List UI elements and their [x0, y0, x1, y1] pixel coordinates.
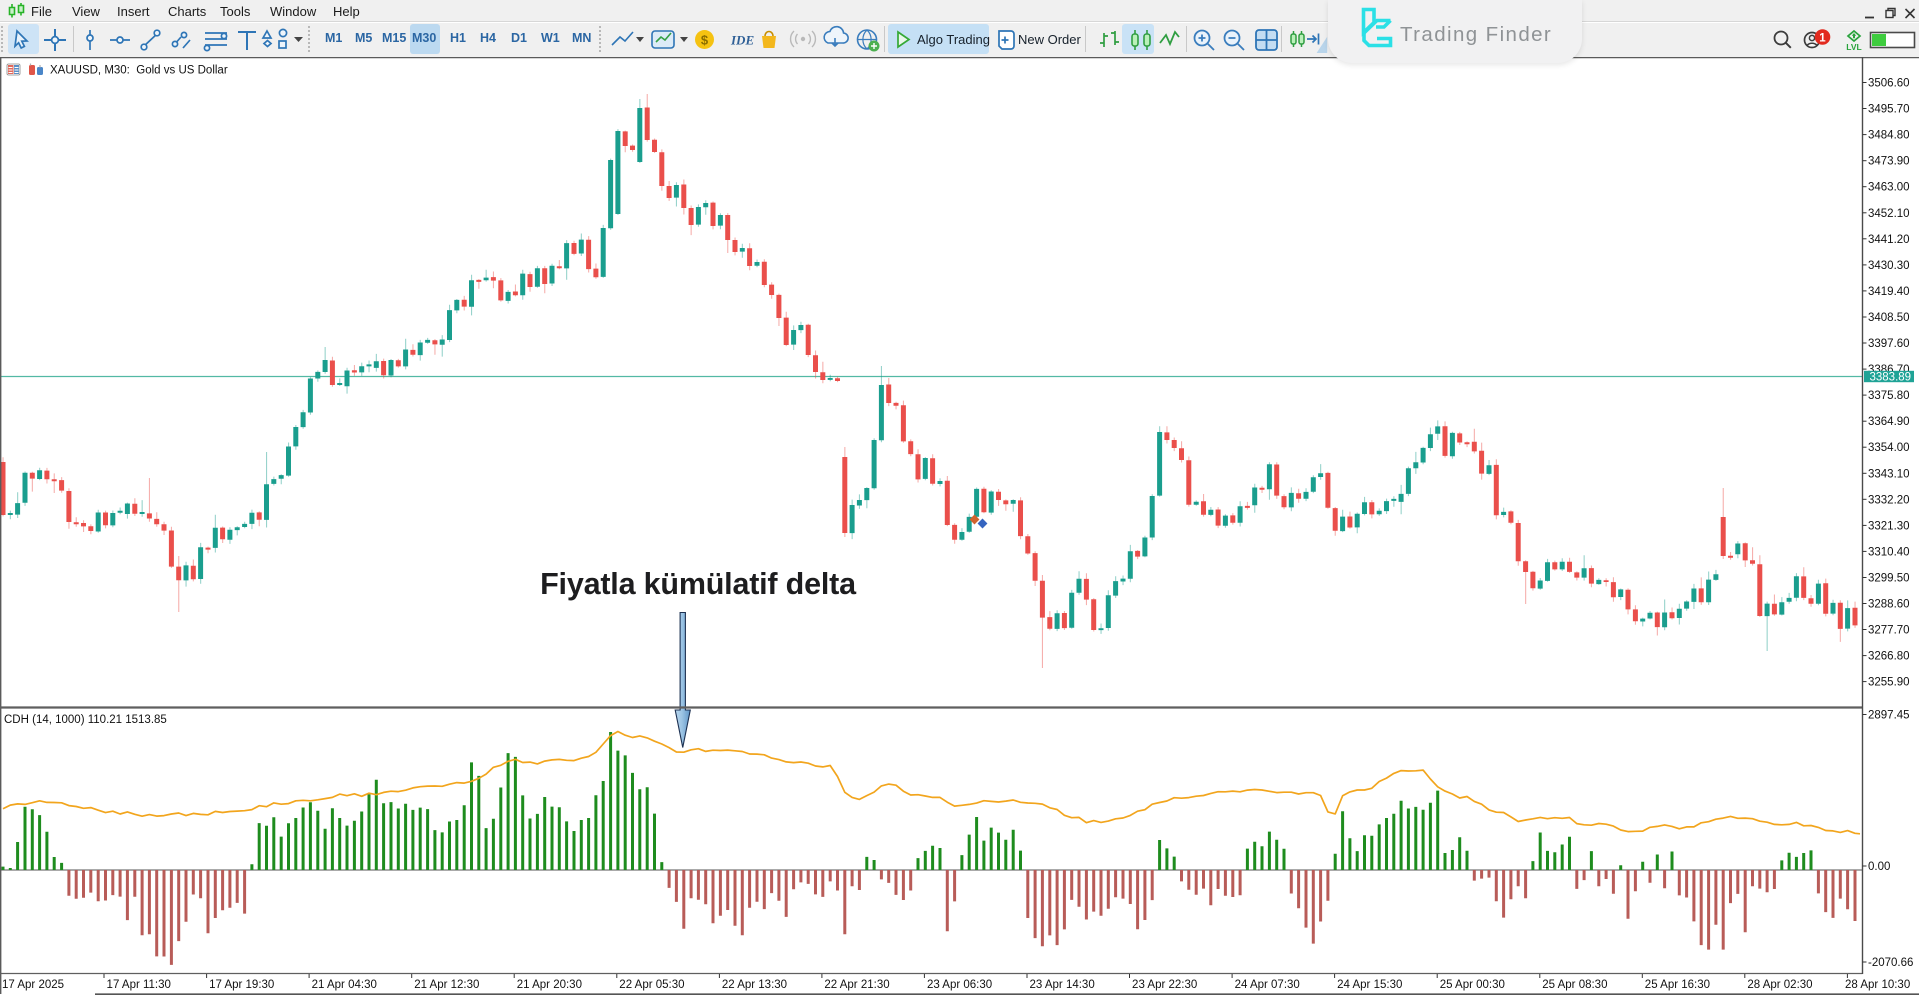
svg-text:22 Apr 13:30: 22 Apr 13:30	[722, 979, 787, 991]
svg-text:1: 1	[1819, 32, 1826, 44]
svg-text:3277.70: 3277.70	[1868, 625, 1910, 637]
svg-text:3364.90: 3364.90	[1868, 416, 1910, 428]
svg-text:3332.20: 3332.20	[1868, 494, 1910, 506]
svg-text:3473.90: 3473.90	[1868, 156, 1910, 168]
svg-text:24 Apr 15:30: 24 Apr 15:30	[1337, 979, 1402, 991]
svg-text:25 Apr 08:30: 25 Apr 08:30	[1542, 979, 1607, 991]
svg-text:3299.50: 3299.50	[1868, 573, 1910, 585]
svg-text:24 Apr 07:30: 24 Apr 07:30	[1235, 979, 1300, 991]
svg-text:3430.30: 3430.30	[1868, 260, 1910, 272]
svg-text:3397.60: 3397.60	[1868, 338, 1910, 350]
svg-text:17 Apr 11:30: 17 Apr 11:30	[107, 979, 171, 991]
svg-text:25 Apr 16:30: 25 Apr 16:30	[1645, 979, 1710, 991]
svg-text:3343.10: 3343.10	[1868, 468, 1910, 480]
svg-text:3266.80: 3266.80	[1868, 651, 1910, 663]
svg-text:23 Apr 22:30: 23 Apr 22:30	[1132, 979, 1197, 991]
svg-text:3383.89: 3383.89	[1870, 372, 1912, 384]
svg-text:2897.45: 2897.45	[1868, 710, 1910, 722]
svg-text:IDE: IDE	[730, 33, 754, 48]
svg-text:3441.20: 3441.20	[1868, 234, 1910, 246]
svg-text:3408.50: 3408.50	[1868, 312, 1910, 324]
svg-text:Fiyatla kümülatif delta: Fiyatla kümülatif delta	[540, 567, 857, 601]
svg-text:3375.80: 3375.80	[1868, 390, 1910, 402]
svg-text:3463.00: 3463.00	[1868, 182, 1910, 194]
svg-text:3495.70: 3495.70	[1868, 104, 1910, 116]
svg-text:23 Apr 06:30: 23 Apr 06:30	[927, 979, 992, 991]
svg-text:3255.90: 3255.90	[1868, 677, 1910, 689]
svg-text:25 Apr 00:30: 25 Apr 00:30	[1440, 979, 1505, 991]
svg-text:XAUUSD, M30: Gold vs US Dolla: XAUUSD, M30: Gold vs US Dollar	[50, 65, 228, 77]
svg-text:23 Apr 14:30: 23 Apr 14:30	[1030, 979, 1095, 991]
svg-text:$: $	[701, 33, 709, 48]
svg-text:-2070.66: -2070.66	[1868, 957, 1913, 969]
svg-text:17 Apr 2025: 17 Apr 2025	[2, 979, 64, 991]
svg-text:3354.00: 3354.00	[1868, 442, 1910, 454]
svg-text:LVL: LVL	[1846, 42, 1861, 52]
svg-text:28 Apr 10:30: 28 Apr 10:30	[1845, 979, 1910, 991]
svg-text:21 Apr 12:30: 21 Apr 12:30	[414, 979, 479, 991]
svg-text:0.00: 0.00	[1868, 861, 1890, 873]
svg-text:3452.10: 3452.10	[1868, 208, 1910, 220]
svg-text:22 Apr 21:30: 22 Apr 21:30	[824, 979, 889, 991]
svg-text:CDH (14, 1000) 110.21 1513.85: CDH (14, 1000) 110.21 1513.85	[4, 714, 167, 726]
svg-text:3288.60: 3288.60	[1868, 599, 1910, 611]
svg-text:22 Apr 05:30: 22 Apr 05:30	[619, 979, 684, 991]
svg-text:3310.40: 3310.40	[1868, 546, 1910, 558]
svg-text:3506.60: 3506.60	[1868, 78, 1910, 90]
svg-text:28 Apr 02:30: 28 Apr 02:30	[1747, 979, 1812, 991]
svg-text:3321.30: 3321.30	[1868, 520, 1910, 532]
svg-text:21 Apr 04:30: 21 Apr 04:30	[312, 979, 377, 991]
svg-text:3484.80: 3484.80	[1868, 130, 1910, 142]
svg-text:21 Apr 20:30: 21 Apr 20:30	[517, 979, 582, 991]
svg-text:3419.40: 3419.40	[1868, 286, 1910, 298]
svg-text:17 Apr 19:30: 17 Apr 19:30	[209, 979, 274, 991]
